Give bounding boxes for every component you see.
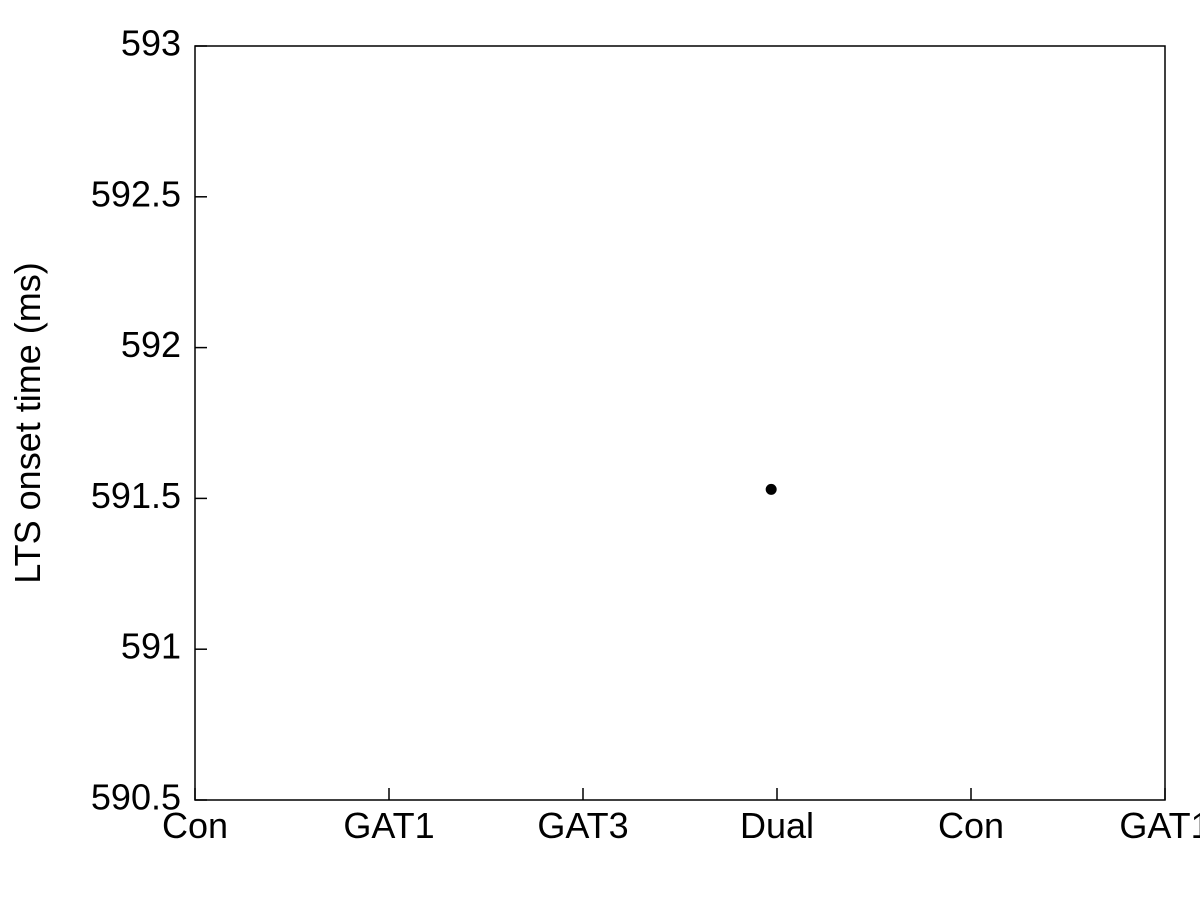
y-tick-label: 591.5 [91,475,181,516]
x-tick-label: Con [938,805,1004,846]
x-tick-label: Dual [740,805,814,846]
chart-svg: ConGAT1GAT3DualConGAT1590.5591591.559259… [0,0,1200,900]
data-point [766,484,776,494]
y-tick-label: 592 [121,324,181,365]
y-tick-label: 593 [121,23,181,64]
x-tick-label: GAT3 [537,805,628,846]
y-axis-label: LTS onset time (ms) [7,262,48,583]
y-tick-label: 591 [121,626,181,667]
y-tick-label: 592.5 [91,173,181,214]
y-tick-label: 590.5 [91,777,181,818]
chart-background [0,0,1200,900]
x-tick-label: GAT1 [343,805,434,846]
scatter-chart: ConGAT1GAT3DualConGAT1590.5591591.559259… [0,0,1200,900]
x-tick-label: GAT1 [1119,805,1200,846]
